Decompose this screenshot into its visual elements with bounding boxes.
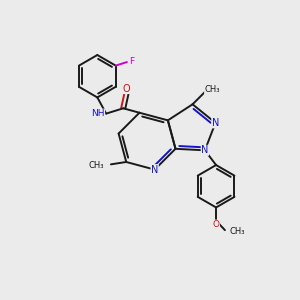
Text: N: N	[212, 118, 219, 128]
Text: O: O	[123, 84, 130, 94]
Text: CH₃: CH₃	[229, 226, 245, 236]
Text: NH: NH	[91, 109, 105, 118]
Text: F: F	[130, 57, 135, 66]
Text: CH₃: CH₃	[205, 85, 220, 94]
Text: N: N	[151, 165, 158, 175]
Text: O: O	[213, 220, 220, 229]
Text: N: N	[201, 145, 208, 155]
Text: CH₃: CH₃	[89, 161, 104, 170]
